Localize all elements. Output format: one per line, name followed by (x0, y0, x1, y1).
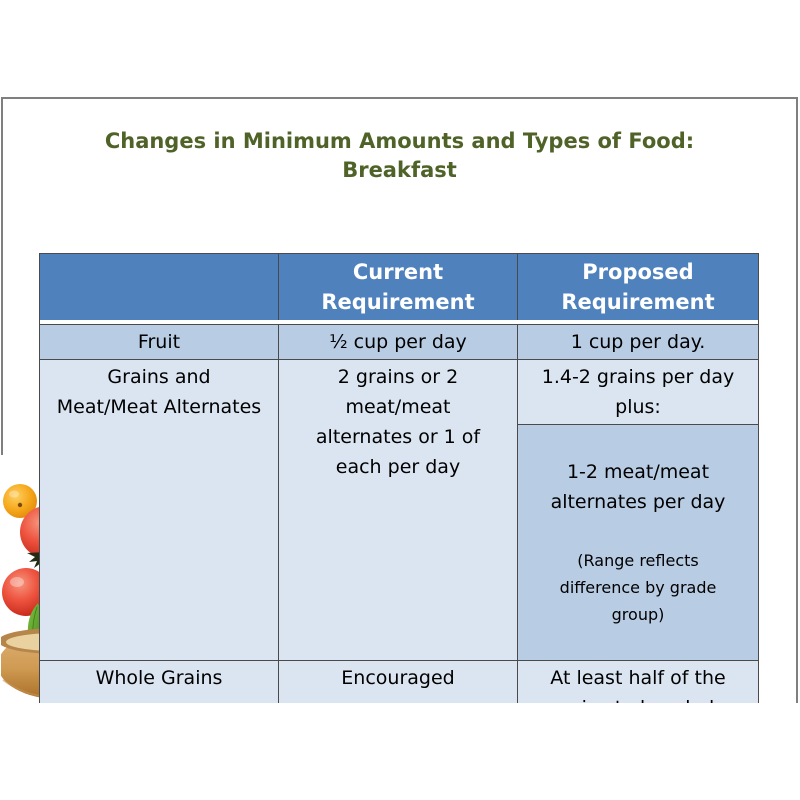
food-photo (1, 455, 39, 703)
header-current-requirement: Current Requirement (278, 253, 518, 320)
fruit-current: ½ cup per day (278, 324, 518, 360)
grains-label: Grains and Meat/Meat Alternates (39, 359, 279, 661)
tomato-icon (20, 506, 39, 568)
wooden-bowl-icon (1, 628, 39, 698)
whole-grains-label: Whole Grains (39, 660, 279, 703)
whole-grains-current: Encouraged (278, 660, 518, 703)
fruit-label: Fruit (39, 324, 279, 360)
orange-fruit-icon (3, 484, 37, 518)
slide-border-right (796, 97, 798, 703)
table-header-row: Current Requirement Proposed Requirement (39, 253, 759, 320)
grains-proposed-note: (Range reflects difference by grade grou… (559, 551, 717, 624)
grains-proposed-grains: 1.4-2 grains per day plus: (517, 359, 759, 425)
tomato-icon (2, 568, 39, 616)
slide-title: Changes in Minimum Amounts and Types of … (104, 129, 695, 182)
table-row-fruit: Fruit ½ cup per day 1 cup per day. (39, 324, 759, 360)
header-gap-row (39, 320, 759, 325)
header-proposed-requirement: Proposed Requirement (517, 253, 759, 320)
grains-proposed-meat: 1-2 meat/meat alternates per day (550, 461, 726, 513)
grains-proposed-meat-cell: 1-2 meat/meat alternates per day (Range … (517, 424, 759, 661)
slide-border-top (1, 97, 798, 99)
grains-current: 2 grains or 2 meat/meat alternates or 1 … (278, 359, 518, 661)
slide-border-left (1, 97, 3, 703)
fruit-proposed: 1 cup per day. (517, 324, 759, 360)
whole-grains-proposed: At least half of the grains to be whole … (517, 660, 759, 703)
table-row-whole-grains: Whole Grains Encouraged At least half of… (39, 660, 759, 703)
header-gap (39, 320, 759, 325)
table-row-grains: Grains and Meat/Meat Alternates 2 grains… (39, 359, 759, 661)
requirements-table: Current Requirement Proposed Requirement… (39, 253, 759, 703)
table-row-grains-meat: 1-2 meat/meat alternates per day (Range … (40, 424, 759, 661)
slide: Changes in Minimum Amounts and Types of … (1, 97, 798, 703)
header-category-cell (39, 253, 279, 320)
